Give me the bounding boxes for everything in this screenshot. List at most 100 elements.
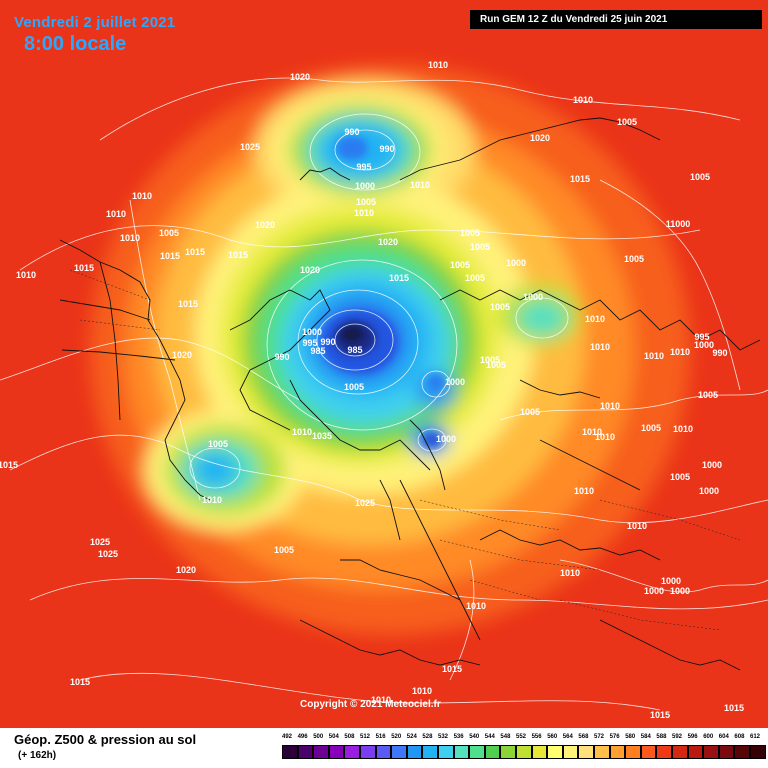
legend-level-label: 596 <box>687 734 698 740</box>
isobar-lines <box>0 77 768 711</box>
isobar-label: 1005 <box>486 360 506 370</box>
isobar-label: 995 <box>694 332 709 342</box>
isobar-label: 1015 <box>178 299 198 309</box>
isobar-label: 1005 <box>450 260 470 270</box>
legend-level-label: 600 <box>703 734 714 740</box>
isobar-label: 990 <box>712 348 727 358</box>
isobar-label: 1020 <box>172 350 192 360</box>
legend-level-label: 548 <box>500 734 511 740</box>
legend-color-scale <box>282 745 768 759</box>
legend-swatch <box>516 745 532 759</box>
legend-level-label: 588 <box>656 734 667 740</box>
isobar-label: 1005 <box>465 273 485 283</box>
isobar-label: 1010 <box>585 314 605 324</box>
legend-swatch <box>656 745 672 759</box>
z500-color-field <box>90 65 690 635</box>
isobar-label: 985 <box>310 346 325 356</box>
legend-swatch <box>391 745 407 759</box>
legend-level-label: 524 <box>406 734 417 740</box>
legend-level-label: 556 <box>531 734 542 740</box>
legend-swatch <box>672 745 688 759</box>
isobar-label: 990 <box>320 337 335 347</box>
legend-swatch <box>344 745 360 759</box>
legend-swatch <box>547 745 563 759</box>
isobar-label: 1005 <box>480 355 500 365</box>
isobar-label: 1015 <box>228 250 248 260</box>
legend-level-labels: 492 496 500 504 508 512 516 520 524 528 532 536 540 5… <box>282 734 768 744</box>
legend-level-label: 552 <box>516 734 527 740</box>
isobar-label: 1000 <box>506 258 526 268</box>
isobar-label: 1010 <box>574 486 594 496</box>
isobar-label: 1010 <box>600 401 620 411</box>
isobar-label: 995 <box>356 162 371 172</box>
legend-level-label: 536 <box>453 734 464 740</box>
legend-swatch <box>484 745 501 759</box>
legend-swatch <box>438 745 454 759</box>
isobar-label: 1010 <box>466 601 486 611</box>
isobar-label: 1000 <box>694 340 714 350</box>
isobar-label: 1000 <box>523 292 543 302</box>
isobar-label: 1015 <box>570 174 590 184</box>
isobar-label: 990 <box>344 127 359 137</box>
legend-swatch <box>609 745 626 759</box>
isobar-label: 1005 <box>159 228 179 238</box>
isobar-label: 1000 <box>302 327 322 337</box>
isobar-label: 1020 <box>300 265 320 275</box>
legend-level-label: 580 <box>625 734 636 740</box>
isobar-label: 1005 <box>617 117 637 127</box>
isobar-label: 1025 <box>90 537 110 547</box>
isobar-label: 1025 <box>98 549 118 559</box>
legend-swatch <box>687 745 704 759</box>
valid-date: Vendredi 2 juillet 2021 <box>14 14 176 31</box>
legend-swatch <box>531 745 548 759</box>
isobar-label: 1000 <box>670 586 690 596</box>
legend-level-label: 496 <box>297 734 308 740</box>
isobar-label: 11000 <box>666 219 691 229</box>
legend-swatch <box>313 745 329 759</box>
geopotential-map: 1010 1020 1010 1005 990 990 1025 1020 995 1015 100… <box>0 60 768 720</box>
run-info: Run GEM 12 Z du Vendredi 25 juin 2021 <box>470 10 762 29</box>
coastlines <box>59 117 761 671</box>
isobar-label: 990 <box>274 352 289 362</box>
legend-level-label: 540 <box>469 734 480 740</box>
isobar-label: 1010 <box>292 427 312 437</box>
isobar-label: 1005 <box>344 382 364 392</box>
legend-swatch <box>594 745 610 759</box>
isobar-label: 1005 <box>641 423 661 433</box>
isobar-label: 1020 <box>378 237 398 247</box>
isobar-label: 1010 <box>132 191 152 201</box>
legend-bar: Géop. Z500 & pression au sol (+ 162h) 49… <box>0 728 768 768</box>
isobar-label: 1015 <box>389 273 409 283</box>
isobar-label: 1010 <box>644 351 664 361</box>
isobar-label: 1010 <box>560 568 580 578</box>
isobar-label: 1000 <box>355 181 375 191</box>
isobar-label: 1010 <box>371 695 391 705</box>
isobar-label: 1000 <box>702 460 722 470</box>
isobar-label: 1005 <box>274 545 294 555</box>
isobar-label: 1010 <box>582 427 602 437</box>
legend-swatch <box>360 745 376 759</box>
legend-level-label: 572 <box>594 734 605 740</box>
legend-swatch <box>750 745 766 759</box>
legend-level-label: 604 <box>718 734 729 740</box>
legend-swatch <box>453 745 470 759</box>
legend-swatch <box>734 745 750 759</box>
isobar-label: 1035 <box>312 431 332 441</box>
legend-level-label: 560 <box>547 734 558 740</box>
isobar-label: 1005 <box>690 172 710 182</box>
isobar-label: 1015 <box>160 251 180 261</box>
isobar-label: 995 <box>302 338 317 348</box>
isobar-label: 1005 <box>356 197 376 207</box>
isobar-label: 1025 <box>355 498 375 508</box>
isobar-label: 1015 <box>70 677 90 687</box>
isobar-label: 1005 <box>698 390 718 400</box>
isobar-label: 1005 <box>670 472 690 482</box>
legend-swatch <box>297 745 314 759</box>
isobar-label: 1010 <box>670 347 690 357</box>
legend-swatch <box>703 745 719 759</box>
isobar-label: 1005 <box>624 254 644 264</box>
isobar-label: 1000 <box>445 377 465 387</box>
legend-level-label: 576 <box>609 734 620 740</box>
isobar-label: 1010 <box>106 209 126 219</box>
